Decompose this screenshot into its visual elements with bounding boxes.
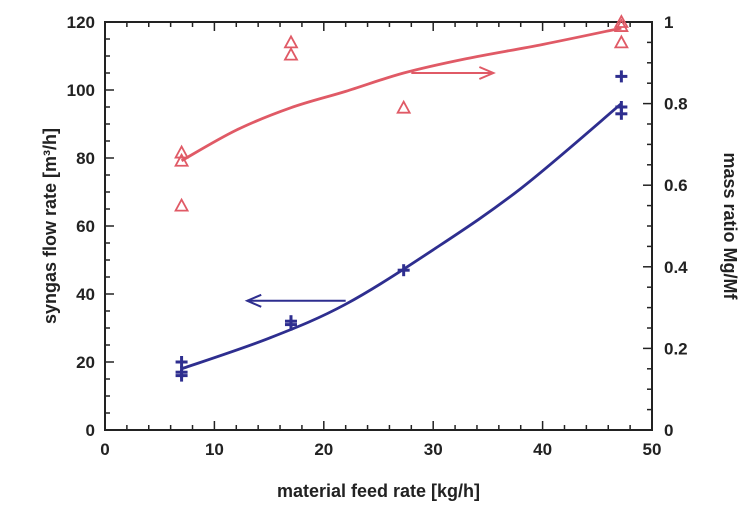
y-left-tick-label: 20 (76, 353, 95, 372)
x-tick-label: 50 (643, 440, 662, 459)
plot-frame (104, 21, 653, 431)
x-tick-label: 30 (424, 440, 443, 459)
y-left-tick-label: 120 (67, 13, 95, 32)
arrow-head-series-0 (244, 293, 262, 308)
y-left-axis-title: syngas flow rate [m³/h] (40, 128, 60, 324)
fit-curve-series-0 (181, 102, 623, 371)
x-tick-label: 20 (314, 440, 333, 459)
chart-arrows (244, 66, 496, 308)
y-left-tick-label: 0 (86, 421, 95, 440)
data-point-triangle (283, 46, 299, 61)
data-point-plus (175, 366, 188, 379)
y-left-tick-label: 40 (76, 285, 95, 304)
y-right-tick-label: 0.2 (664, 339, 688, 358)
data-point-triangle (174, 152, 190, 167)
chart-axes (104, 21, 653, 431)
data-point-triangle (283, 34, 299, 49)
data-point-plus (284, 315, 297, 328)
y-left-tick-label: 60 (76, 217, 95, 236)
y-left-tick-label: 80 (76, 149, 95, 168)
chart-labels: 0 10 20 30 40 5002040608010012000.20.40.60.81… (40, 13, 740, 501)
data-point-triangle (613, 14, 629, 28)
fit-curve-series-1 (180, 26, 622, 162)
arrow-head-series-1 (478, 66, 496, 80)
data-point-plus (615, 101, 628, 113)
data-point-triangle (396, 99, 412, 114)
data-point-triangle (613, 34, 629, 49)
x-axis-title: material feed rate [kg/h] (277, 481, 480, 501)
y-right-tick-label: 0 (664, 421, 673, 440)
y-right-tick-label: 0.8 (664, 95, 688, 114)
data-point-plus (397, 264, 410, 277)
x-tick-label: 40 (533, 440, 552, 459)
chart-ticks (104, 21, 653, 431)
y-right-axis-title: mass ratio Mg/Mf (720, 152, 740, 300)
data-point-triangle (174, 144, 190, 159)
data-point-triangle (174, 197, 190, 212)
y-left-tick-label: 100 (67, 81, 95, 100)
chart-fit-curves (180, 26, 623, 371)
x-tick-label: 0 (100, 440, 109, 459)
chart-markers (174, 14, 629, 382)
data-point-plus (175, 356, 188, 368)
y-right-tick-label: 0.6 (664, 176, 688, 195)
data-point-triangle (613, 18, 629, 32)
data-point-plus (615, 70, 628, 83)
x-tick-label: 10 (205, 440, 224, 459)
y-right-tick-label: 0.4 (664, 258, 688, 277)
y-right-tick-label: 1 (664, 13, 673, 32)
